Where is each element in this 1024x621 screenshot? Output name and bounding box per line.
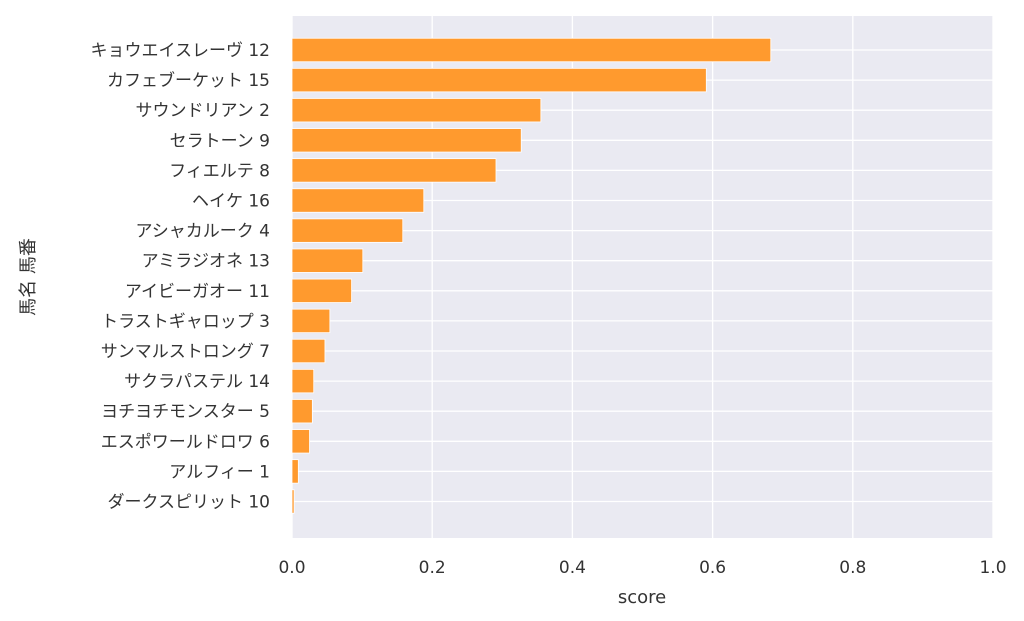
bar bbox=[291, 459, 299, 484]
bar bbox=[291, 399, 313, 424]
y-tick-label: トラストギャロップ 3 bbox=[101, 312, 270, 332]
x-tick-labels: 0.0 0.2 0.4 0.6 0.8 1.0 bbox=[278, 558, 1006, 578]
y-tick-label: アシャカルーク 4 bbox=[135, 222, 270, 242]
y-tick-label: セラトーン 9 bbox=[170, 131, 270, 151]
bar bbox=[291, 158, 497, 183]
x-tick-label: 0.8 bbox=[839, 558, 866, 578]
y-tick-label: カフェブーケット 15 bbox=[107, 70, 270, 91]
y-axis-label: 馬名 馬番 bbox=[18, 238, 39, 316]
bar bbox=[291, 67, 707, 93]
bars bbox=[291, 37, 772, 514]
x-tick-label: 0.2 bbox=[419, 558, 446, 578]
y-tick-label: サクラパステル 14 bbox=[124, 372, 270, 392]
y-tick-label: ダークスピリット 10 bbox=[107, 493, 270, 513]
y-tick-label: アイビーガオー 11 bbox=[125, 282, 270, 302]
bar bbox=[291, 37, 772, 63]
y-tick-label: サンマルストロング 7 bbox=[101, 342, 270, 362]
bar bbox=[291, 98, 542, 123]
bar bbox=[291, 308, 331, 334]
x-tick-label: 0.0 bbox=[278, 558, 305, 578]
bar bbox=[291, 128, 522, 153]
x-tick-label: 0.4 bbox=[559, 558, 586, 578]
plot-area bbox=[292, 16, 993, 538]
category-labels: キョウエイスレーヴ 12 カフェブーケット 15 サウンドリアン 2 セラトーン 9 フ… bbox=[90, 41, 270, 513]
bar bbox=[291, 489, 295, 514]
bar bbox=[291, 248, 364, 273]
x-tick-label: 1.0 bbox=[979, 558, 1006, 578]
x-tick-label: 0.6 bbox=[699, 558, 726, 578]
bar bbox=[291, 429, 310, 454]
y-tick-label: アミラジオネ 13 bbox=[142, 252, 270, 272]
y-tick-label: サウンドリアン 2 bbox=[135, 101, 270, 121]
bar bbox=[291, 368, 315, 394]
bar bbox=[291, 188, 425, 213]
y-tick-label: フィエルテ 8 bbox=[169, 161, 270, 181]
bar bbox=[291, 338, 326, 364]
y-tick-label: ヨチヨチモンスター 5 bbox=[101, 402, 270, 422]
y-tick-label: アルフィー 1 bbox=[169, 462, 270, 482]
x-axis-label: score bbox=[618, 587, 666, 608]
bar bbox=[291, 278, 352, 303]
bar bbox=[291, 218, 404, 243]
y-tick-label: ヘイケ 16 bbox=[192, 192, 270, 212]
y-tick-label: キョウエイスレーヴ 12 bbox=[90, 41, 270, 61]
y-tick-label: エスポワールドロワ 6 bbox=[101, 432, 270, 452]
